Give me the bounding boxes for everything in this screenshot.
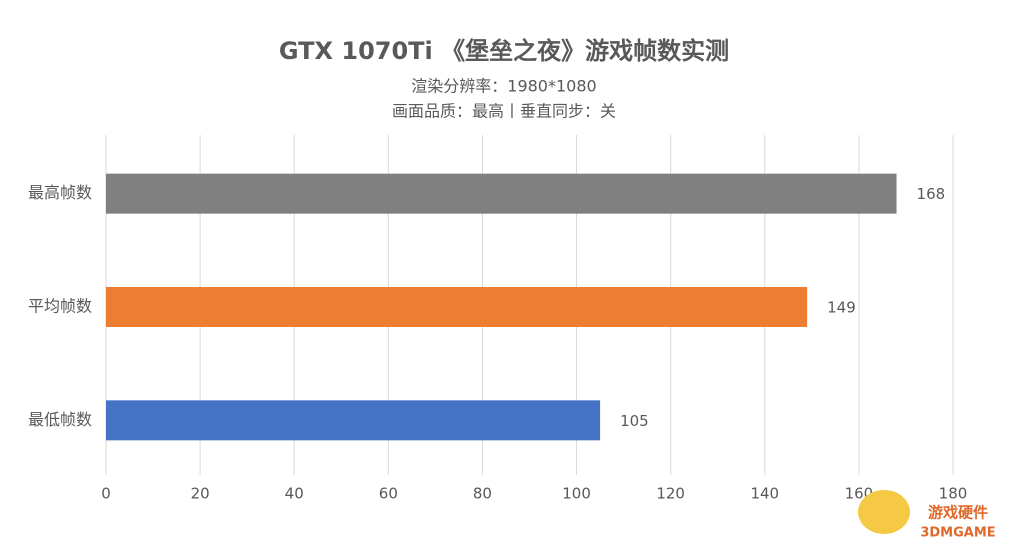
y-tick-label: 平均帧数 bbox=[28, 297, 92, 316]
x-tick-label: 120 bbox=[656, 485, 685, 503]
watermark: 游戏硬件 3DMGAME bbox=[858, 490, 996, 541]
chart-title: GTX 1070Ti 《堡垒之夜》游戏帧数实测 bbox=[279, 37, 729, 65]
x-tick-label: 60 bbox=[379, 485, 398, 503]
bar bbox=[106, 173, 897, 214]
x-tick-label: 0 bbox=[101, 485, 111, 503]
data-label: 168 bbox=[917, 185, 946, 203]
y-tick-label: 最低帧数 bbox=[28, 410, 92, 429]
watermark-text: 3DMGAME bbox=[920, 526, 995, 541]
watermark-text: 游戏硬件 bbox=[928, 504, 988, 522]
data-label: 149 bbox=[827, 299, 856, 317]
bar bbox=[106, 400, 601, 441]
x-tick-label: 100 bbox=[562, 485, 591, 503]
chart-subtitle: 画面品质：最高丨垂直同步：关 bbox=[392, 102, 616, 121]
y-tick-label: 最高帧数 bbox=[28, 183, 92, 202]
x-tick-label: 40 bbox=[285, 485, 304, 503]
chart-subtitle: 渲染分辨率：1980*1080 bbox=[411, 77, 596, 96]
x-tick-label: 80 bbox=[473, 485, 492, 503]
data-label: 105 bbox=[620, 412, 649, 430]
bar bbox=[106, 287, 808, 327]
x-tick-label: 140 bbox=[750, 485, 779, 503]
watermark-logo bbox=[858, 490, 910, 534]
x-tick-label: 180 bbox=[939, 485, 968, 503]
x-tick-label: 20 bbox=[191, 485, 210, 503]
